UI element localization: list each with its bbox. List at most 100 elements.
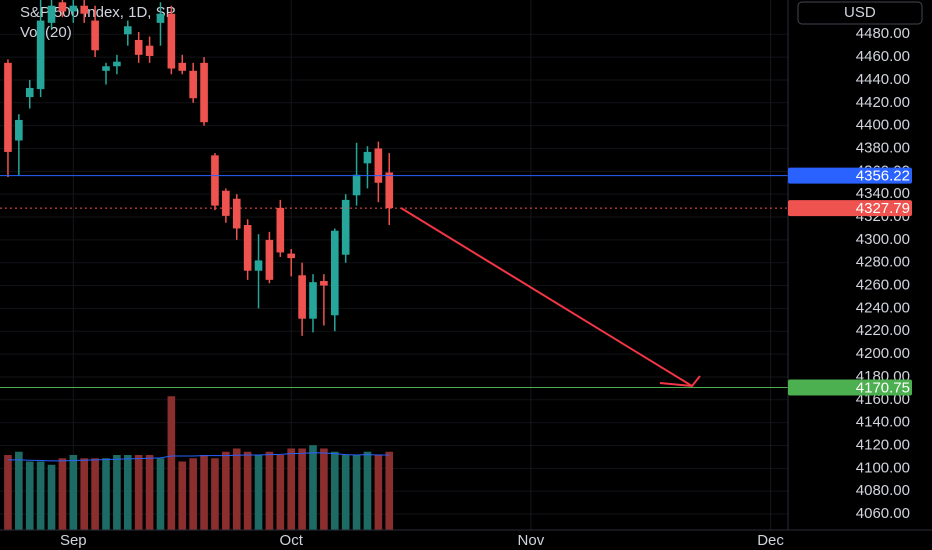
volume-bar xyxy=(36,461,45,530)
y-tick-label: 4200.00 xyxy=(856,345,910,362)
plot xyxy=(0,0,788,530)
y-tick-label: 4220.00 xyxy=(856,322,910,339)
price-label: 4327.79 xyxy=(856,200,910,217)
y-tick-label: 4440.00 xyxy=(856,71,910,88)
volume-bar xyxy=(156,458,165,530)
candle-body xyxy=(298,275,306,319)
volume-bar xyxy=(211,458,219,530)
candle-body xyxy=(243,225,252,271)
currency-button[interactable] xyxy=(797,1,923,25)
y-tick-label: 4280.00 xyxy=(856,254,910,271)
arrow-head xyxy=(659,375,701,388)
candle-body xyxy=(189,70,197,99)
volume-bar xyxy=(363,451,372,530)
volume-bar xyxy=(222,451,230,530)
candle-body xyxy=(91,20,99,51)
y-tick-label: 4400.00 xyxy=(856,117,910,134)
candle-body xyxy=(134,39,143,55)
candle-body xyxy=(58,2,67,12)
candle-body xyxy=(265,239,274,280)
candle-body xyxy=(156,13,165,23)
trend-arrow xyxy=(400,207,701,388)
candle-body xyxy=(113,61,121,67)
volume-bar xyxy=(134,454,143,530)
volume-bar xyxy=(145,454,154,530)
price-label-box xyxy=(788,200,912,217)
currency-label: USD xyxy=(844,4,876,21)
candle-body xyxy=(15,119,23,141)
volume-bar xyxy=(178,461,187,530)
volume-bar xyxy=(58,458,67,530)
candle-body xyxy=(200,62,208,123)
volume-bar xyxy=(113,454,121,530)
candle-body xyxy=(4,62,12,152)
x-tick-label: Sep xyxy=(60,532,87,549)
candle-body xyxy=(47,5,56,23)
volume-bar xyxy=(4,454,12,530)
candle-body xyxy=(287,253,296,259)
y-tick-label: 4480.00 xyxy=(856,25,910,42)
volume-bar xyxy=(123,454,132,530)
volume-bar xyxy=(69,454,78,530)
candle-body xyxy=(178,62,187,71)
volume-bar xyxy=(265,451,274,530)
candle-body xyxy=(102,66,110,71)
candle-body xyxy=(363,151,372,164)
y-tick-label: 4120.00 xyxy=(856,436,910,453)
candle-body xyxy=(320,280,328,286)
volume-bar xyxy=(189,458,197,530)
candle-body xyxy=(330,230,339,316)
price-label: 4356.22 xyxy=(856,168,910,185)
candle-body xyxy=(254,260,263,271)
volume-bar xyxy=(25,461,34,530)
candle-body xyxy=(123,26,132,35)
volume-bar xyxy=(374,454,383,530)
candle-body xyxy=(276,207,285,253)
volume-title: Vol (20) xyxy=(20,24,72,41)
volume-bar xyxy=(341,454,350,530)
y-tick-label: 4380.00 xyxy=(856,139,910,156)
volume-bar xyxy=(320,448,328,530)
candle-body xyxy=(385,172,394,209)
volume-bar xyxy=(200,454,208,530)
volume-bar xyxy=(91,458,99,530)
candle-body xyxy=(69,5,78,12)
candle-body xyxy=(352,174,361,196)
volume-bar xyxy=(330,451,339,530)
x-tick-label: Oct xyxy=(280,532,304,549)
volume-bar xyxy=(243,451,252,530)
y-tick-label: 4340.00 xyxy=(856,185,910,202)
volume-bar xyxy=(309,445,317,530)
arrow-line xyxy=(400,207,693,387)
y-tick-label: 4300.00 xyxy=(856,231,910,248)
y-tick-label: 4080.00 xyxy=(856,482,910,499)
candle-body xyxy=(25,87,34,98)
volume-ma-line xyxy=(7,452,390,462)
axis: 4060.004080.004100.004120.004140.004160.… xyxy=(60,25,912,549)
y-tick-label: 4100.00 xyxy=(856,459,910,476)
y-tick-label: 4240.00 xyxy=(856,299,910,316)
volume-bar xyxy=(47,464,56,530)
volume-bar xyxy=(254,454,263,530)
volume-bar xyxy=(352,454,361,530)
x-tick-label: Nov xyxy=(518,532,545,549)
volume-bar xyxy=(167,396,176,530)
candle-body xyxy=(80,5,89,14)
candle-body xyxy=(36,20,45,90)
x-tick-label: Dec xyxy=(757,532,784,549)
y-tick-label: 4060.00 xyxy=(856,505,910,522)
y-tick-label: 4260.00 xyxy=(856,277,910,294)
price-label-box xyxy=(788,167,912,184)
volume-bar xyxy=(298,448,306,530)
candle-body xyxy=(374,148,383,183)
candle-body xyxy=(232,198,241,229)
candle-body xyxy=(309,282,317,319)
y-tick-label: 4420.00 xyxy=(856,94,910,111)
candle-body xyxy=(341,199,350,255)
candle-body xyxy=(222,190,230,216)
chart-title: S&P 500 Index, 1D, SP xyxy=(20,4,176,21)
volume-bar xyxy=(80,458,89,530)
y-tick-label: 4140.00 xyxy=(856,414,910,431)
price-label: 4170.75 xyxy=(856,379,910,396)
